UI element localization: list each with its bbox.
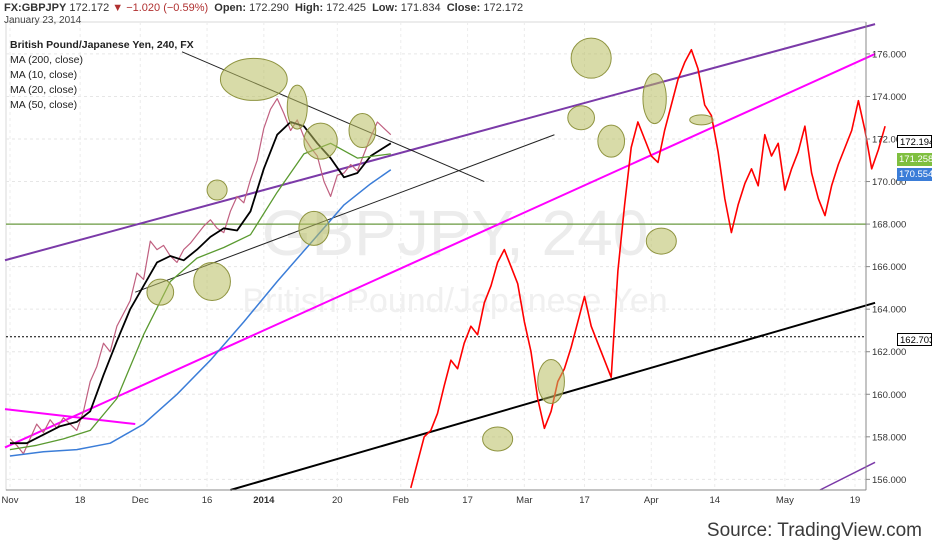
- x-tick-label: Feb: [393, 495, 409, 506]
- x-tick-label: Mar: [516, 495, 532, 506]
- y-tick-label: 166.000: [872, 262, 906, 273]
- highlight-ellipse: [645, 227, 677, 255]
- last-price: 172.172: [69, 2, 110, 14]
- watermark: GBPJPY, 240 British Pound/Japanese Yen: [242, 197, 667, 320]
- highlight-ellipse: [219, 57, 288, 101]
- x-tick-label: 20: [332, 495, 343, 506]
- highlight-ellipse: [286, 84, 308, 130]
- legend-title: British Pound/Japanese Yen, 240, FX: [10, 39, 194, 51]
- x-tick-label: 16: [202, 495, 213, 506]
- y-tick-label: 168.000: [872, 220, 906, 231]
- close-label: Close:: [446, 2, 481, 14]
- highlight-ellipse: [193, 262, 231, 302]
- price-tag-ma50: 170.554: [897, 168, 932, 181]
- highlight-ellipse: [206, 179, 228, 201]
- horizontal-levels: [6, 223, 866, 338]
- x-tick-label: Nov: [2, 495, 19, 506]
- header-date: January 23, 2014: [4, 15, 82, 26]
- price-tag-level: 162.703: [897, 333, 932, 346]
- y-tick-label: 162.000: [872, 347, 906, 358]
- highlight-ellipse: [537, 359, 565, 405]
- highlight-ellipse: [597, 124, 626, 158]
- price-tag-last: 172.194: [897, 135, 932, 148]
- highlight-ellipse: [482, 426, 514, 452]
- symbol: FX:GBPJPY: [4, 2, 67, 14]
- x-tick-label: Apr: [644, 495, 659, 506]
- x-tick-label: 2014: [253, 495, 275, 506]
- y-tick-label: 158.000: [872, 432, 906, 443]
- y-tick-label: 176.000: [872, 49, 906, 60]
- x-tick-label: 14: [709, 495, 720, 506]
- legend-item-ma50: MA (50, close): [10, 99, 78, 111]
- y-tick-label: 160.000: [872, 390, 906, 401]
- x-tick-label: 17: [579, 495, 590, 506]
- low-label: Low:: [372, 2, 398, 14]
- price-line: [9, 97, 392, 455]
- close-value: 172.172: [483, 2, 524, 14]
- chart-header: FX:GBPJPY 172.172 ▼ −1.020 (−0.59%) Open…: [4, 2, 523, 14]
- open-value: 172.290: [249, 2, 289, 14]
- magenta-short-line: [4, 408, 136, 426]
- y-tick-label: 172.000: [872, 135, 906, 146]
- x-tick-label: May: [776, 495, 794, 506]
- magenta-trend-line: [4, 52, 876, 449]
- highlight-ellipse: [146, 278, 175, 306]
- low-value: 171.834: [400, 2, 441, 14]
- x-tick-label: 19: [850, 495, 861, 506]
- projection-line: [410, 48, 886, 489]
- price-tag-ma20: 171.258: [897, 153, 932, 166]
- highlight-ellipse: [642, 73, 667, 125]
- ellipses: [146, 37, 714, 452]
- x-tick-label: 17: [462, 495, 473, 506]
- y-tick-label: 164.000: [872, 305, 906, 316]
- ma10-line: [10, 121, 392, 445]
- legend-item-ma200: MA (200, close): [10, 54, 83, 66]
- y-tick-label: 170.000: [872, 177, 906, 188]
- axes: 156.000 158.000 160.000 162.000 164.000 166.0…: [2, 22, 906, 506]
- legend-item-ma10: MA (10, close): [10, 69, 78, 81]
- ma50-line: [9, 169, 392, 457]
- highlight-ellipse: [348, 112, 377, 148]
- highlight-ellipse: [567, 105, 596, 131]
- highlight-ellipse: [303, 122, 338, 160]
- highlight-ellipse: [689, 114, 714, 126]
- purple-lower-line: [819, 461, 876, 491]
- highlight-ellipse: [570, 37, 612, 79]
- x-tick-label: Dec: [132, 495, 149, 506]
- high-label: High:: [295, 2, 324, 14]
- legend: British Pound/Japanese Yen, 240, FX MA (…: [10, 38, 194, 113]
- watermark-name: British Pound/Japanese Yen: [242, 282, 667, 320]
- source-credit: Source: TradingView.com: [706, 520, 922, 541]
- highlight-ellipse: [298, 210, 330, 246]
- open-label: Open:: [214, 2, 247, 14]
- y-tick-label: 174.000: [872, 92, 906, 103]
- y-tick-label: 156.000: [872, 475, 906, 486]
- legend-item-ma20: MA (20, close): [10, 84, 78, 96]
- purple-channel-line: [4, 23, 876, 262]
- grid: [5, 21, 867, 491]
- price-change: ▼ −1.020 (−0.59%): [112, 2, 209, 14]
- high-value: 172.425: [326, 2, 366, 14]
- x-tick-label: 18: [75, 495, 86, 506]
